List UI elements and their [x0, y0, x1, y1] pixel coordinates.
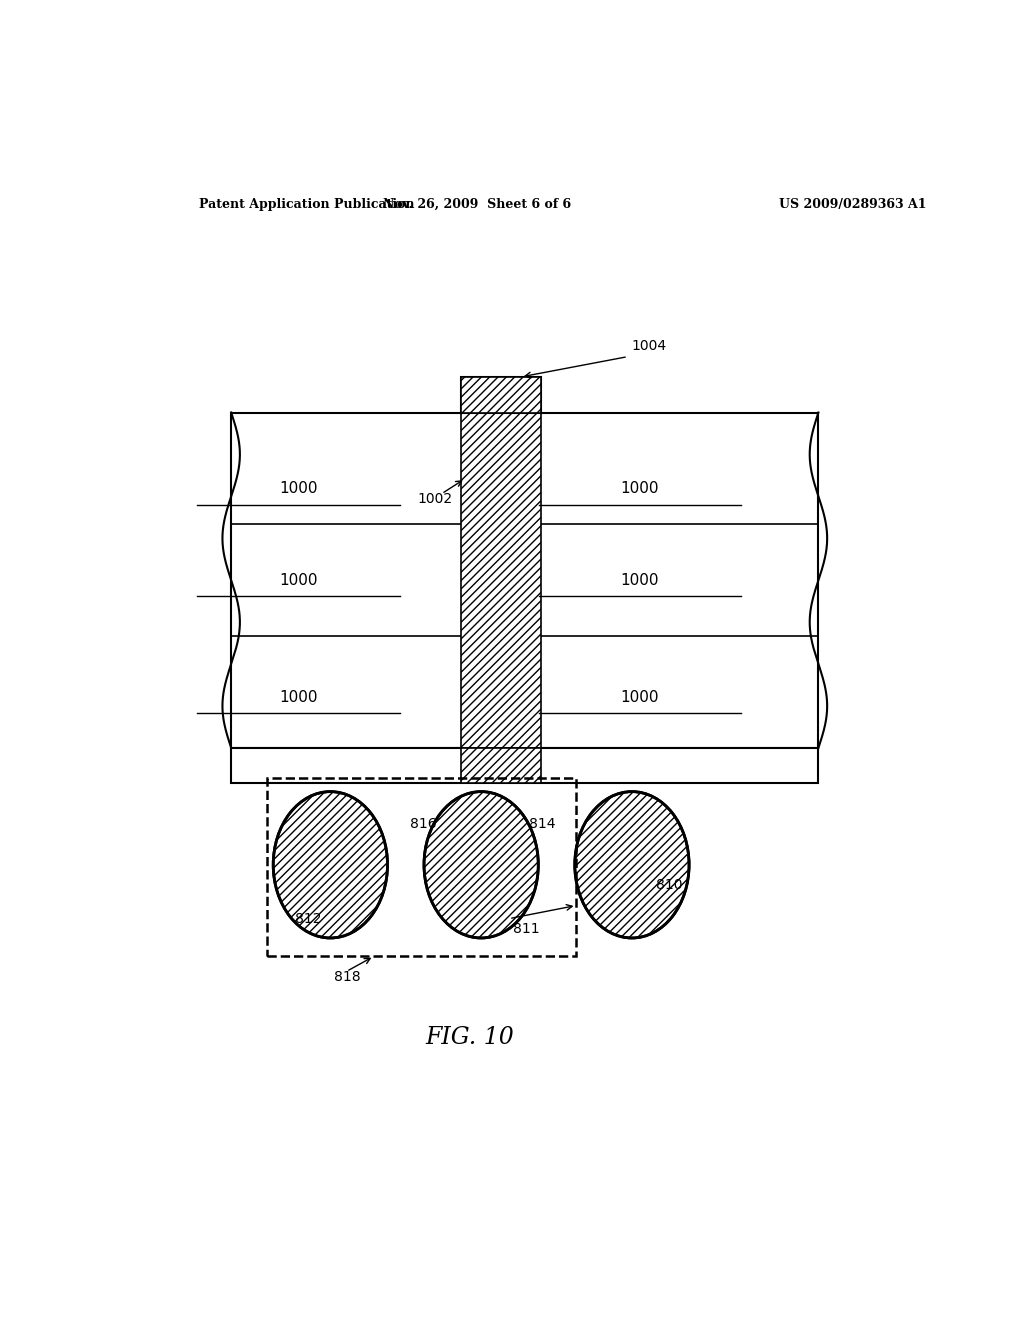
Bar: [461, 748, 541, 784]
Bar: [231, 748, 818, 784]
Bar: [461, 378, 541, 748]
Text: 1000: 1000: [621, 689, 659, 705]
Text: Patent Application Publication: Patent Application Publication: [200, 198, 415, 211]
Text: 814: 814: [528, 817, 555, 832]
Circle shape: [424, 792, 539, 939]
Bar: [231, 412, 818, 748]
Text: 816: 816: [410, 817, 436, 832]
Text: Nov. 26, 2009  Sheet 6 of 6: Nov. 26, 2009 Sheet 6 of 6: [383, 198, 571, 211]
Bar: [461, 378, 541, 412]
Text: 810: 810: [655, 878, 682, 892]
Text: 1002: 1002: [418, 492, 453, 506]
Circle shape: [574, 792, 689, 939]
Text: 1000: 1000: [621, 482, 659, 496]
Bar: [267, 779, 577, 956]
Circle shape: [273, 792, 387, 939]
Text: 1000: 1000: [280, 689, 317, 705]
Text: 1000: 1000: [280, 573, 317, 587]
Text: 818: 818: [334, 970, 361, 983]
Text: 811: 811: [513, 921, 540, 936]
Text: 1004: 1004: [632, 339, 667, 354]
Text: FIG. 10: FIG. 10: [425, 1026, 514, 1049]
Bar: [461, 378, 541, 412]
Text: US 2009/0289363 A1: US 2009/0289363 A1: [778, 198, 927, 211]
Text: 1000: 1000: [621, 573, 659, 587]
Text: 812: 812: [295, 912, 322, 925]
Text: 1000: 1000: [280, 482, 317, 496]
